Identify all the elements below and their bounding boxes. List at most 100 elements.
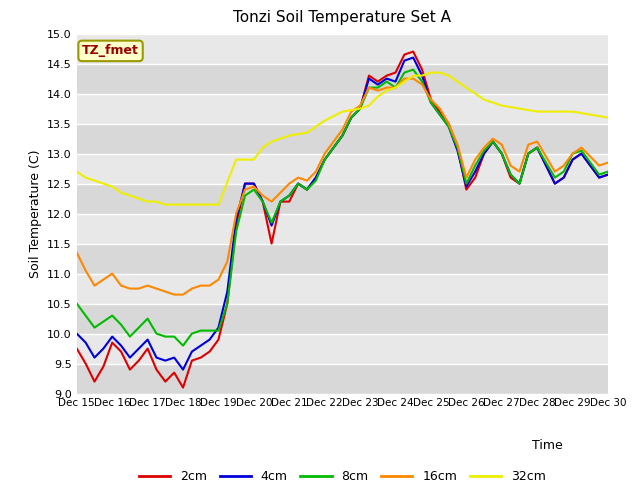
32cm: [276, 136, 284, 142]
32cm: [91, 178, 99, 183]
8cm: [401, 70, 408, 75]
32cm: [321, 118, 328, 123]
Title: Tonzi Soil Temperature Set A: Tonzi Soil Temperature Set A: [234, 11, 451, 25]
2cm: [205, 348, 213, 354]
Bar: [77, 94, 608, 123]
32cm: [214, 202, 222, 207]
32cm: [197, 202, 205, 207]
32cm: [551, 108, 559, 114]
32cm: [170, 202, 178, 207]
8cm: [268, 220, 275, 226]
8cm: [179, 343, 187, 348]
32cm: [463, 84, 470, 90]
Bar: [77, 63, 608, 94]
Bar: [77, 274, 608, 303]
32cm: [339, 108, 346, 114]
32cm: [303, 130, 311, 135]
2cm: [365, 72, 372, 78]
32cm: [410, 72, 417, 78]
Bar: [77, 34, 608, 63]
32cm: [268, 139, 275, 144]
8cm: [365, 84, 372, 90]
4cm: [188, 348, 196, 354]
Line: 4cm: 4cm: [77, 58, 608, 370]
32cm: [356, 106, 364, 111]
32cm: [259, 144, 266, 150]
16cm: [73, 250, 81, 255]
32cm: [533, 108, 541, 114]
16cm: [188, 286, 196, 291]
2cm: [551, 180, 559, 186]
Bar: [77, 183, 608, 214]
2cm: [410, 48, 417, 54]
2cm: [188, 358, 196, 363]
32cm: [250, 156, 258, 162]
4cm: [179, 367, 187, 372]
Bar: [77, 303, 608, 334]
Bar: [77, 364, 608, 394]
32cm: [161, 202, 169, 207]
Line: 16cm: 16cm: [77, 79, 608, 295]
32cm: [480, 96, 488, 102]
32cm: [383, 88, 390, 94]
32cm: [144, 199, 152, 204]
4cm: [73, 331, 81, 336]
8cm: [188, 331, 196, 336]
4cm: [410, 55, 417, 60]
32cm: [604, 115, 612, 120]
32cm: [498, 103, 506, 108]
32cm: [73, 168, 81, 174]
2cm: [73, 346, 81, 351]
32cm: [436, 70, 444, 75]
16cm: [401, 76, 408, 82]
32cm: [232, 156, 240, 162]
Line: 8cm: 8cm: [77, 70, 608, 346]
2cm: [401, 52, 408, 58]
8cm: [205, 328, 213, 334]
Bar: [77, 334, 608, 364]
8cm: [73, 300, 81, 306]
32cm: [392, 84, 399, 90]
32cm: [374, 94, 381, 99]
8cm: [604, 168, 612, 174]
Bar: [77, 123, 608, 154]
Line: 32cm: 32cm: [77, 72, 608, 204]
32cm: [419, 72, 426, 78]
16cm: [410, 76, 417, 82]
32cm: [152, 199, 160, 204]
4cm: [365, 76, 372, 82]
16cm: [268, 199, 275, 204]
4cm: [551, 180, 559, 186]
Bar: [77, 214, 608, 243]
32cm: [285, 132, 293, 138]
4cm: [604, 172, 612, 178]
32cm: [569, 108, 577, 114]
32cm: [516, 106, 524, 111]
16cm: [604, 160, 612, 166]
4cm: [268, 223, 275, 228]
Line: 2cm: 2cm: [77, 51, 608, 387]
Text: TZ_fmet: TZ_fmet: [82, 44, 139, 58]
32cm: [365, 103, 372, 108]
4cm: [401, 58, 408, 63]
8cm: [551, 175, 559, 180]
Legend: 2cm, 4cm, 8cm, 16cm, 32cm: 2cm, 4cm, 8cm, 16cm, 32cm: [134, 465, 551, 480]
32cm: [108, 184, 116, 190]
16cm: [551, 168, 559, 174]
Bar: [77, 154, 608, 183]
32cm: [586, 112, 594, 118]
32cm: [179, 202, 187, 207]
2cm: [604, 172, 612, 178]
32cm: [427, 70, 435, 75]
32cm: [82, 175, 90, 180]
2cm: [268, 240, 275, 247]
32cm: [135, 196, 143, 202]
Bar: [77, 243, 608, 274]
8cm: [410, 67, 417, 72]
16cm: [170, 292, 178, 298]
32cm: [445, 72, 452, 78]
Text: Time: Time: [532, 439, 563, 452]
2cm: [179, 384, 187, 390]
32cm: [126, 192, 134, 199]
4cm: [205, 336, 213, 342]
